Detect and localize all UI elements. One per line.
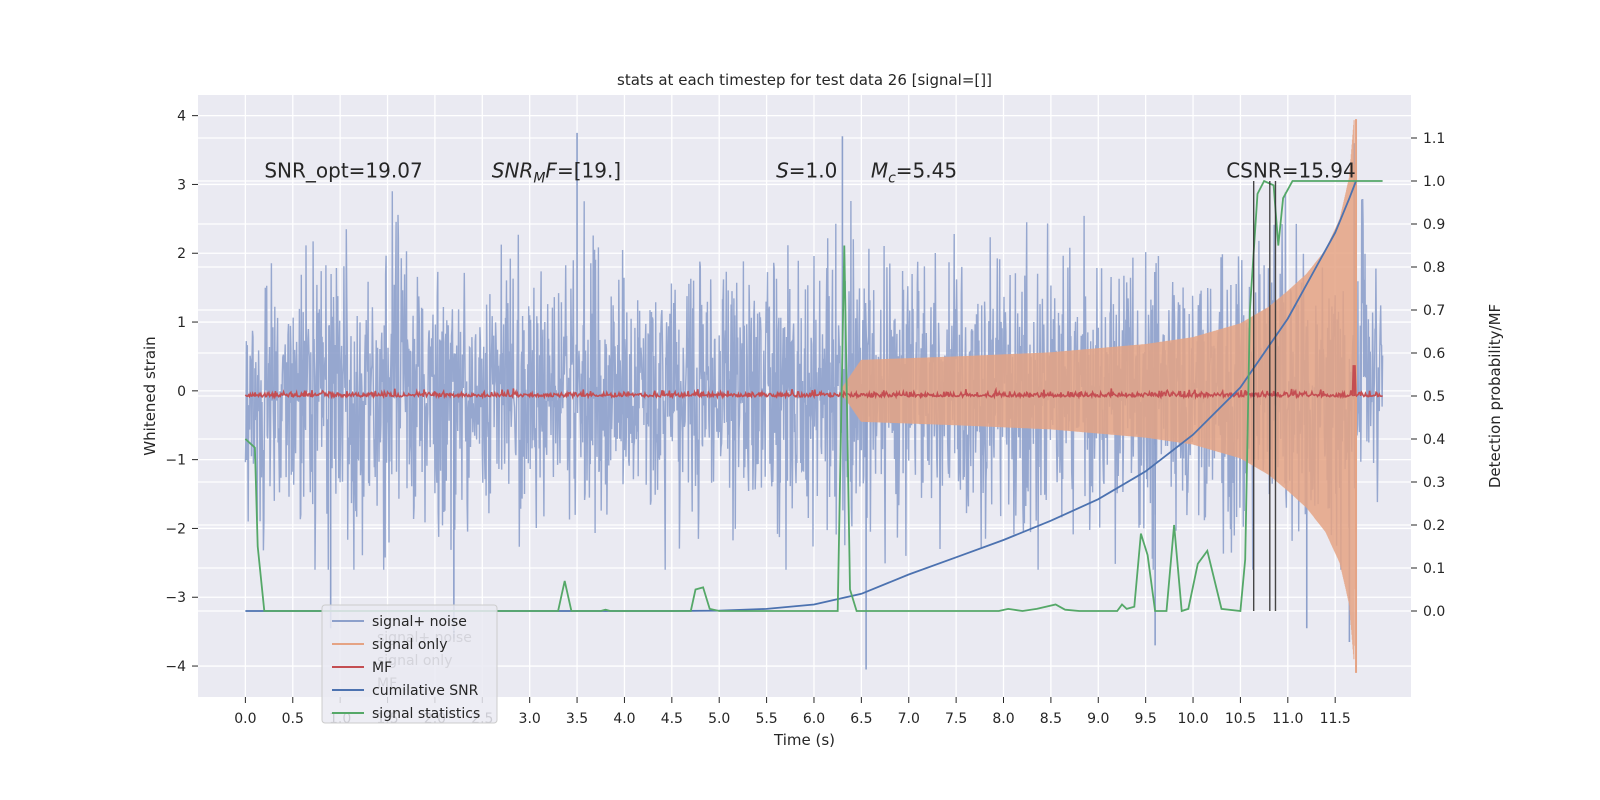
y2-axis-label: Detection probability/MF [1486, 304, 1504, 488]
x-tick-label: 10.0 [1177, 711, 1208, 727]
annotation-part: CSNR=15.94 [1226, 159, 1356, 183]
chart-title: stats at each timestep for test data 26 … [617, 71, 992, 89]
x-tick-label: 4.0 [613, 711, 635, 727]
x-tick-label: 6.0 [803, 711, 825, 727]
y-tick-label: −1 [165, 453, 186, 469]
legend-label: cumilative SNR [372, 683, 479, 699]
y2-tick-label: 0.7 [1423, 303, 1445, 319]
y-tick-label: −4 [165, 659, 186, 675]
x-tick-label: 3.5 [566, 711, 588, 727]
y2-tick-label: 0.8 [1423, 260, 1445, 276]
y-tick-label: −2 [165, 521, 186, 537]
ghost-legend-label: signal only [377, 653, 452, 669]
y-tick-label: −3 [165, 590, 186, 606]
annotation-part: M [533, 171, 545, 187]
x-tick-label: 0.5 [282, 711, 304, 727]
legend-label: MF [372, 660, 392, 676]
annotation-part: =[19.] [557, 159, 621, 183]
y-tick-label: 3 [177, 177, 186, 193]
ghost-legend-label: signal+ noise [377, 630, 472, 646]
x-tick-label: 5.0 [708, 711, 730, 727]
legend-label: signal+ noise [372, 614, 467, 630]
y2-tick-label: 0.6 [1423, 346, 1445, 362]
ghost-legend-label: MF [377, 676, 397, 692]
y2-tick-label: 0.9 [1423, 217, 1445, 233]
y-axis-label: Whitened strain [141, 336, 159, 455]
x-tick-label: 8.0 [992, 711, 1014, 727]
y2-tick-label: 0.5 [1423, 389, 1445, 405]
annotation-text: CSNR=15.94 [1226, 159, 1356, 183]
x-tick-label: 0.0 [234, 711, 256, 727]
x-tick-label: 11.0 [1272, 711, 1303, 727]
x-tick-label: 3.0 [519, 711, 541, 727]
annotation-part: M [871, 159, 888, 183]
cumulative-snr-series [245, 180, 1357, 612]
x-tick-label: 8.5 [1040, 711, 1062, 727]
annotation-part: SNR_opt=19.07 [264, 159, 422, 183]
y-tick-label: 0 [177, 384, 186, 400]
y2-tick-label: 0.4 [1423, 432, 1445, 448]
legend-label: signal statistics [372, 706, 480, 722]
cumulative-snr-line [245, 180, 1357, 612]
x-tick-label: 11.5 [1320, 711, 1351, 727]
annotation-part: c [888, 171, 896, 187]
x-tick-label: 9.5 [1135, 711, 1157, 727]
x-tick-label: 7.0 [898, 711, 920, 727]
axes: 0.00.51.01.52.02.53.03.54.04.55.05.56.06… [165, 109, 1445, 727]
x-tick-label: 5.5 [755, 711, 777, 727]
x-tick-label: 7.5 [945, 711, 967, 727]
noise-trace [244, 191, 1384, 570]
annotation-part: SNR [492, 159, 534, 183]
annotation-text: SNRMF=[19.] [492, 159, 621, 187]
y2-tick-label: 1.1 [1423, 131, 1445, 147]
annotation-text: S=1.0 [776, 159, 837, 183]
annotation-text: Mc=5.45 [871, 159, 957, 187]
x-tick-label: 9.0 [1087, 711, 1109, 727]
y-tick-label: 4 [177, 109, 186, 125]
annotation-part: S [776, 159, 789, 183]
annotation-part: F [545, 159, 557, 183]
y-tick-label: 2 [177, 246, 186, 262]
annotation-part: =1.0 [789, 159, 838, 183]
y2-tick-label: 0.2 [1423, 518, 1445, 534]
annotation-part: =5.45 [896, 159, 957, 183]
mf-series [244, 365, 1383, 400]
y2-tick-label: 0.1 [1423, 561, 1445, 577]
y2-tick-label: 0.0 [1423, 604, 1445, 620]
annotation-text: SNR_opt=19.07 [264, 159, 422, 183]
signal-statistics-line [244, 179, 1383, 613]
x-axis-label: Time (s) [773, 731, 835, 749]
signal-statistics-series [244, 179, 1383, 613]
annotations: SNR_opt=19.07 SNRMF=[19.] S=1.0 Mc=5.45 CSNR… [264, 159, 1355, 187]
x-tick-label: 4.5 [661, 711, 683, 727]
legend-label: signal only [372, 637, 447, 653]
y2-tick-label: 0.3 [1423, 475, 1445, 491]
mf-trace [244, 365, 1383, 400]
x-tick-label: 10.5 [1225, 711, 1256, 727]
y-tick-label: 1 [177, 315, 186, 331]
legend-box [321, 604, 498, 724]
y2-tick-label: 1.0 [1423, 174, 1445, 190]
x-tick-label: 6.5 [850, 711, 872, 727]
vertical-lines [1252, 181, 1277, 611]
